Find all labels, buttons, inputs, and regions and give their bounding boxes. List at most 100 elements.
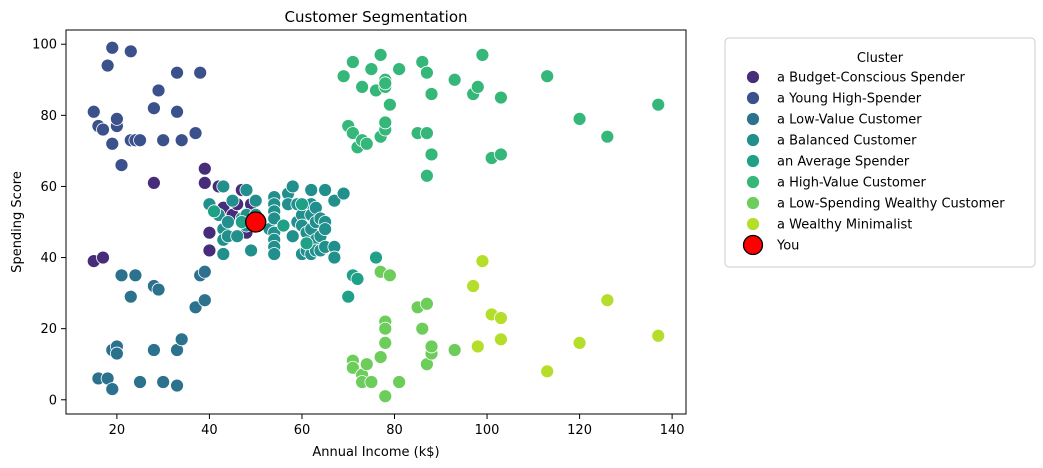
data-point [123,289,138,304]
data-point [133,133,147,148]
data-point [419,65,434,80]
data-point [378,321,393,336]
data-point [494,311,508,325]
legend-label: an Average Spender [777,155,910,170]
data-point [419,126,434,141]
data-point [174,133,189,148]
data-point [470,339,485,354]
data-point [447,72,462,87]
data-point [96,250,110,265]
legend-label: a Wealthy Minimalist [777,218,912,233]
chart-title: Customer Segmentation [284,8,467,26]
data-point [572,111,587,126]
data-point [267,247,282,261]
data-point [651,328,666,343]
data-point [392,375,407,389]
data-point [267,211,282,226]
x-tick-label: 60 [294,423,311,438]
data-point [188,126,203,141]
data-point [197,161,212,176]
data-point [651,97,666,112]
data-point [202,243,217,258]
data-point [105,136,120,151]
legend-label: a Balanced Customer [777,134,917,149]
data-point [364,62,379,77]
data-point [466,279,481,293]
x-tick-label: 140 [660,423,685,438]
x-tick-label: 20 [109,423,126,438]
data-point [540,69,555,84]
data-point [378,389,393,404]
data-point [285,229,300,244]
x-axis-ticks: 20 40 60 80 100 120 140 [109,414,685,438]
legend-marker [746,133,760,147]
data-point [341,289,356,304]
data-point [378,76,393,91]
legend-items: a Budget-Conscious Spender a Young High-S… [742,70,1005,256]
legend-label: a Young High-Spender [777,92,922,107]
data-point [345,55,360,69]
data-point [359,357,374,372]
data-point [230,229,245,244]
data-point [202,225,217,240]
data-point [382,268,397,283]
data-point [123,44,138,59]
data-point [345,126,360,141]
y-tick-label: 20 [40,322,57,337]
data-points [86,40,666,404]
data-point [359,136,374,151]
legend-marker [746,70,760,84]
legend-label: a Low-Value Customer [777,113,922,128]
data-point [100,58,115,73]
data-point [494,90,508,105]
data-point [373,47,388,62]
data-point [415,321,430,336]
data-point [133,375,147,389]
data-point [327,193,342,208]
data-point [170,104,184,119]
data-point [378,335,393,350]
data-point [336,186,351,201]
data-point [216,247,231,261]
data-point [170,378,184,393]
data-point [147,175,161,190]
y-tick-label: 40 [40,251,57,266]
data-point [147,101,161,116]
data-point [336,69,351,84]
data-point [318,222,333,237]
data-point [392,62,407,77]
x-axis-label: Annual Income (k$) [312,445,439,460]
data-point [197,293,212,308]
data-point [424,339,439,354]
data-point [248,193,263,208]
data-point [128,268,143,283]
data-point [419,296,434,311]
legend-marker [746,175,760,189]
you-point [245,211,267,233]
legend-label: You [776,239,799,254]
data-point [572,335,587,350]
y-tick-label: 80 [40,109,57,124]
data-point [419,168,434,183]
data-point [276,218,291,233]
y-tick-label: 100 [32,38,57,53]
data-point [494,332,508,347]
data-point [193,65,208,80]
data-point [285,179,300,194]
data-point [151,282,166,297]
data-point [114,268,129,283]
data-point [345,360,360,375]
data-point [600,129,615,144]
legend-marker [746,196,760,210]
data-point [156,375,171,389]
data-point [244,243,258,258]
data-point [207,204,221,219]
data-point [355,79,370,94]
x-tick-label: 120 [567,423,592,438]
data-point [197,175,212,190]
legend-marker [742,234,764,256]
data-point [197,264,212,279]
data-point [327,250,342,265]
data-point [174,332,189,347]
